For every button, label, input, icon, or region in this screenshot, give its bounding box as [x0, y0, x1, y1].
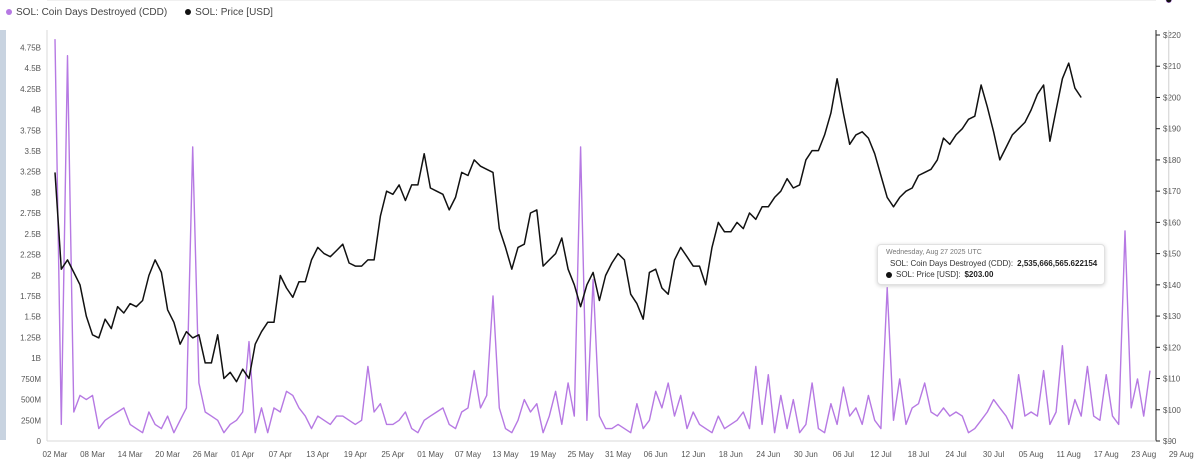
left-tick-label: 3B [31, 188, 41, 197]
x-tick-label: 18 Jun [719, 450, 743, 459]
x-tick-label: 14 Mar [118, 450, 143, 459]
price-legend-dot [185, 9, 192, 15]
x-tick-label: 25 May [567, 450, 593, 459]
right-tick-label: $90 [1163, 437, 1177, 446]
x-tick-label: 19 May [530, 450, 556, 459]
left-tick-label: 4.5B [25, 64, 41, 73]
x-tick-label: 01 May [417, 450, 443, 459]
left-tick-label: 1B [31, 354, 41, 363]
x-tick-label: 23 Aug [1131, 450, 1156, 459]
right-tick-label: $180 [1163, 156, 1181, 165]
right-tick-label: $140 [1163, 281, 1181, 290]
x-tick-label: 05 Aug [1019, 450, 1044, 459]
left-tick-label: 2.5B [25, 230, 41, 239]
x-tick-label: 26 Mar [193, 450, 218, 459]
x-tick-label: 17 Aug [1094, 450, 1119, 459]
left-tick-label: 4.75B [20, 43, 41, 52]
legend-label-cdd: SOL: Coin Days Destroyed (CDD) [16, 6, 168, 18]
x-tick-label: 12 Jul [870, 450, 892, 459]
right-tick-label: $170 [1163, 187, 1181, 196]
left-tick-label: 3.25B [20, 168, 41, 177]
right-tick-label: $100 [1163, 406, 1181, 415]
left-tick-label: 1.25B [20, 333, 41, 342]
tooltip-price-row: SOL: Price [USD]: $203.00 [886, 270, 1096, 279]
x-tick-label: 30 Jun [794, 450, 818, 459]
left-tick-label: 250M [21, 416, 41, 425]
x-tick-label: 30 Jul [983, 450, 1005, 459]
x-tick-label: 19 Apr [344, 450, 367, 459]
tooltip-cdd-value: 2,535,666,565.622154 [1017, 259, 1098, 268]
x-tick-label: 08 Mar [80, 450, 105, 459]
left-tick-label: 4.25B [20, 85, 41, 94]
left-tick-label: 1.75B [20, 292, 41, 301]
x-tick-label: 07 Apr [269, 450, 292, 459]
tooltip-cdd-row: SOL: Coin Days Destroyed (CDD): 2,535,66… [886, 259, 1098, 268]
right-tick-label: $220 [1163, 31, 1181, 40]
left-tick-label: 4B [31, 106, 41, 115]
right-tick-label: $160 [1163, 218, 1181, 227]
tooltip-price-label: SOL: Price [USD]: [896, 270, 961, 279]
x-tick-label: 06 Jun [644, 450, 668, 459]
left-tick-label: 0 [37, 437, 42, 446]
x-tick-label: 18 Jul [908, 450, 930, 459]
tooltip-date: Wednesday, Aug 27 2025 UTC [886, 249, 982, 256]
left-edge-strip [0, 30, 6, 440]
left-tick-label: 3.5B [25, 147, 41, 156]
left-tick-label: 750M [21, 375, 41, 384]
chart-legend: SOL: Coin Days Destroyed (CDD) SOL: Pric… [6, 5, 273, 19]
x-tick-label: 01 Apr [231, 450, 254, 459]
right-tick-label: $190 [1163, 125, 1181, 134]
x-tick-label: 06 Jul [833, 450, 855, 459]
right-tick-label: $200 [1163, 93, 1181, 102]
left-tick-label: 2.25B [20, 251, 41, 260]
x-tick-label: 13 Apr [306, 450, 329, 459]
x-tick-label: 24 Jul [945, 450, 967, 459]
left-tick-label: 500M [21, 396, 41, 405]
legend-item-cdd[interactable]: SOL: Coin Days Destroyed (CDD) [6, 5, 167, 19]
right-tick-label: $210 [1163, 62, 1181, 71]
price-hover-point [1166, 0, 1172, 3]
x-tick-label: 12 Jun [681, 450, 705, 459]
legend-label-price: SOL: Price [USD] [195, 6, 273, 18]
tooltip-price-value: $203.00 [964, 270, 994, 279]
tooltip-price-dot [886, 271, 892, 278]
x-tick-label: 29 Aug [1169, 450, 1194, 459]
legend-item-price[interactable]: SOL: Price [USD] [185, 5, 273, 19]
cdd-series-line [54, 39, 1151, 434]
right-tick-label: $150 [1163, 250, 1181, 259]
x-tick-label: 24 Jun [756, 450, 780, 459]
cdd-legend-dot [6, 9, 12, 15]
right-tick-label: $120 [1163, 343, 1181, 352]
right-tick-label: $110 [1163, 375, 1181, 384]
x-tick-label: 11 Aug [1056, 450, 1080, 459]
x-tick-label: 07 May [455, 450, 481, 459]
tooltip-cdd-label: SOL: Coin Days Destroyed (CDD): [890, 259, 1014, 268]
hover-tooltip: Wednesday, Aug 27 2025 UTC SOL: Coin Day… [877, 244, 1105, 285]
x-tick-label: 02 Mar [43, 450, 68, 459]
left-tick-label: 2B [31, 271, 41, 280]
left-tick-label: 1.5B [25, 313, 41, 322]
x-tick-label: 31 May [605, 450, 631, 459]
right-tick-label: $130 [1163, 312, 1181, 321]
x-tick-label: 20 Mar [155, 450, 180, 459]
left-tick-label: 3.75B [20, 126, 41, 135]
left-tick-label: 2.75B [20, 209, 41, 218]
x-tick-label: 25 Apr [381, 450, 404, 459]
x-tick-label: 13 May [492, 450, 518, 459]
price-series-line [54, 62, 1082, 383]
